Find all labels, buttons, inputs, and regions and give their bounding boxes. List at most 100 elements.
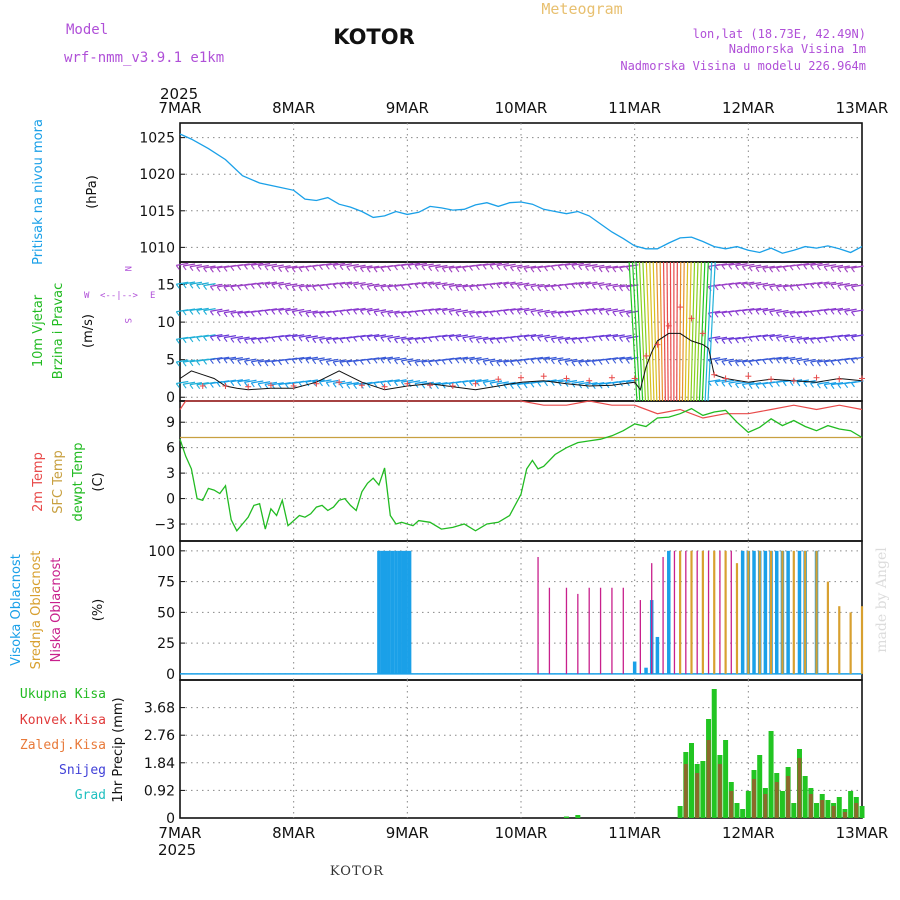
storm-vector <box>690 261 696 402</box>
wind-barb-feather <box>537 267 542 273</box>
wind-barb-feather <box>400 360 405 366</box>
cloud-bar <box>383 550 388 674</box>
wind-barb-feather <box>775 382 780 387</box>
wind-barb-feather <box>441 285 446 291</box>
wind-barb-feather <box>400 381 405 387</box>
wind-barb-feather <box>421 283 426 289</box>
cloud-title-2: Srednja Oblacnost <box>29 551 44 670</box>
wind-barb <box>476 263 489 267</box>
wind-barb <box>387 356 400 361</box>
wind-barb-feather <box>837 267 842 273</box>
wind-barb-feather <box>448 359 453 364</box>
wind-barb-feather <box>469 286 473 292</box>
wind-barb-feather <box>721 284 726 290</box>
wind-barb <box>728 380 741 384</box>
wind-barb-feather <box>271 337 276 343</box>
precip-total-bar <box>779 791 785 818</box>
wind-barb-feather <box>312 266 317 271</box>
wind-barb-feather <box>578 338 583 344</box>
wind-barb <box>503 281 516 285</box>
wind-barb-feather <box>755 384 760 389</box>
wind-barb <box>292 265 305 269</box>
cloud-bar <box>377 550 381 674</box>
precip-total-bar <box>825 800 831 818</box>
compass-rose: W E <--|--> N S <box>84 266 155 323</box>
wind-barb <box>264 263 278 267</box>
wind-barb-feather <box>544 359 548 364</box>
wind-barb-feather <box>544 337 548 343</box>
wind-barb-feather <box>530 267 535 273</box>
wind-barb <box>714 357 728 362</box>
wind-barb-feather <box>598 360 603 365</box>
precip-total-bar <box>859 806 865 818</box>
cloud-bar <box>758 550 761 674</box>
cloud-bar <box>707 550 710 674</box>
wind-barb <box>714 379 728 383</box>
wind-barb-feather <box>796 381 801 387</box>
wind-barb-feather <box>428 310 433 315</box>
ytick-label: −3 <box>154 517 175 533</box>
precip-total-bar <box>768 731 774 818</box>
wind-barb-feather <box>366 336 371 341</box>
wind-barb-feather <box>598 267 603 273</box>
wind-barb-feather <box>571 311 576 317</box>
wind-barb-feather <box>496 311 501 316</box>
wind-barb <box>796 358 810 362</box>
wind-barb-feather <box>237 359 242 365</box>
wind-barb-feather <box>803 339 808 344</box>
wind-barb-feather <box>578 361 583 367</box>
wind-barb <box>339 281 353 285</box>
wind-barb <box>278 334 291 338</box>
wind-barb-feather <box>223 312 228 318</box>
wind-barb <box>824 381 837 386</box>
wind-barb-feather <box>332 361 337 367</box>
wind-barb-feather <box>735 361 739 367</box>
wind-barb <box>346 307 359 312</box>
wind-barb-feather <box>332 339 337 344</box>
storm-vector <box>704 261 713 402</box>
wind-barb-feather <box>407 339 412 344</box>
wind-barb-feather <box>550 286 555 291</box>
wind-barb <box>298 356 312 360</box>
wind-barb <box>769 356 782 361</box>
wind-barb <box>237 336 250 340</box>
wind-barb-feather <box>816 310 821 316</box>
wind-barb <box>783 310 796 314</box>
wind-barb <box>217 334 230 338</box>
wind-barb <box>749 281 762 286</box>
wind-barb <box>298 284 312 288</box>
wind-barb <box>196 282 209 286</box>
wind-barb <box>319 336 332 340</box>
wind-barb-feather <box>619 312 624 317</box>
cloud-bar <box>685 550 687 674</box>
wind-barb <box>578 381 591 385</box>
wind-barb-feather <box>510 337 514 342</box>
wind-barb-feather <box>182 338 187 344</box>
wind-barb-feather <box>714 360 719 365</box>
wind-barb <box>592 282 605 286</box>
wind-barb-feather <box>796 312 801 318</box>
wind-barb-feather <box>209 383 214 388</box>
wind-barb-feather <box>557 360 562 366</box>
storm-vector <box>693 261 699 402</box>
wind-barb-feather <box>489 361 494 367</box>
wind-barb <box>844 308 857 312</box>
wind-barb <box>258 359 271 363</box>
wind-barb <box>271 264 284 268</box>
wind-barb-feather <box>564 284 569 290</box>
wind-barb <box>742 263 755 268</box>
wind-barb <box>530 265 544 269</box>
wind-barb <box>210 357 223 361</box>
wind-barb <box>223 335 237 339</box>
wind-barb-feather <box>557 265 562 270</box>
wind-barb <box>442 283 455 287</box>
wind-barb <box>571 359 584 363</box>
storm-vector <box>635 261 644 402</box>
wind-barb-feather <box>196 336 201 342</box>
wind-barb-feather <box>346 283 351 289</box>
wind-barb-feather <box>810 339 814 344</box>
wind-barb-feather <box>612 267 617 273</box>
wind-barb-feather <box>462 267 467 272</box>
wind-barb <box>503 308 516 312</box>
wind-barb <box>803 336 816 341</box>
